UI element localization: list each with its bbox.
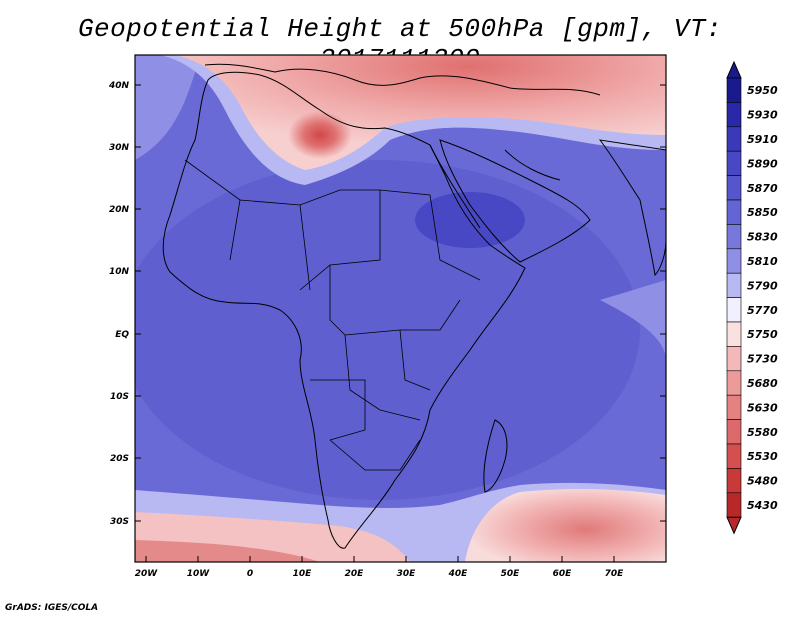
colorbar-swatch xyxy=(726,394,742,420)
colorbar-swatch xyxy=(726,248,742,274)
lat-label: EQ xyxy=(115,330,129,340)
height-field-max xyxy=(415,192,525,248)
colorbar-swatch xyxy=(726,346,742,372)
colorbar-label: 5480 xyxy=(747,475,778,488)
height-field-east xyxy=(600,280,666,360)
lon-label: 10E xyxy=(293,569,313,579)
height-field-south-warm-e xyxy=(465,488,666,562)
colorbar-label: 5770 xyxy=(747,304,778,317)
colorbar-swatch xyxy=(726,199,742,225)
colorbar-label: 5750 xyxy=(747,328,778,341)
colorbar-label: 5630 xyxy=(747,401,778,414)
colorbar-label: 5680 xyxy=(747,377,778,390)
lat-label: 10S xyxy=(110,392,129,402)
cutoff-low xyxy=(288,111,352,159)
arabian-peninsula xyxy=(439,139,591,263)
colorbar-swatch xyxy=(726,126,742,152)
lon-label: 10W xyxy=(187,569,211,579)
colorbar-label: 5930 xyxy=(747,109,778,122)
lat-label: 30S xyxy=(110,517,129,527)
height-field-south-cold-w xyxy=(135,540,320,562)
colorbar-label: 5530 xyxy=(747,450,778,463)
colorbar-label: 5430 xyxy=(747,499,778,512)
colorbar-swatch xyxy=(726,175,742,201)
colorbar-swatch xyxy=(726,468,742,494)
colorbar-label: 5850 xyxy=(747,206,778,219)
coastlines xyxy=(162,63,666,549)
colorbar-swatch xyxy=(726,297,742,323)
colorbar-swatch xyxy=(726,492,742,518)
colorbar-arrow-top xyxy=(726,60,742,79)
colorbar-label: 5790 xyxy=(747,279,778,292)
lon-label: 40E xyxy=(448,569,469,579)
lat-label: 30N xyxy=(109,143,130,153)
height-field-core xyxy=(135,160,640,500)
colorbar-swatch xyxy=(726,150,742,176)
lat-label: 20N xyxy=(109,205,130,215)
lon-label: 0 xyxy=(247,569,253,579)
credit-label: GrADS: IGES/COLA xyxy=(5,603,99,613)
madagascar-outline xyxy=(483,419,508,493)
colorbar-swatch xyxy=(726,224,742,250)
height-field-west xyxy=(135,55,200,160)
red-sea xyxy=(429,144,481,229)
map-area xyxy=(135,55,666,562)
lon-labels: 20W 10W 0 10E 20E 30E 40E 50E 60E 70E xyxy=(135,569,624,579)
lat-labels: 40N 30N 20N 10N EQ 10S 20S 30S xyxy=(108,81,130,527)
lat-label: 10N xyxy=(109,267,130,277)
colorbar-label: 5730 xyxy=(747,353,778,366)
colorbar-swatch xyxy=(726,321,742,347)
country-borders xyxy=(184,159,481,471)
colorbar-label: 5950 xyxy=(747,84,778,97)
colorbar-swatch xyxy=(726,272,742,298)
colorbar-swatch xyxy=(726,77,742,103)
colorbar-swatch xyxy=(726,419,742,445)
axis-ticks xyxy=(135,84,666,562)
colorbar-label: 5580 xyxy=(747,426,778,439)
lat-label: 20S xyxy=(110,454,129,464)
map-frame xyxy=(134,54,667,563)
africa-outline xyxy=(162,71,526,549)
lon-label: 50E xyxy=(501,569,521,579)
persian-gulf xyxy=(504,149,561,181)
colorbar-label: 5870 xyxy=(747,182,778,195)
lon-label: 60E xyxy=(553,569,573,579)
lon-label: 70E xyxy=(605,569,625,579)
lon-label: 20E xyxy=(345,569,365,579)
colorbar-swatch xyxy=(726,443,742,469)
colorbar-swatch xyxy=(726,102,742,128)
lat-label: 40N xyxy=(108,81,130,91)
colorbar-label: 5890 xyxy=(747,157,778,170)
colorbar-label: 5830 xyxy=(747,231,778,244)
lon-label: 20W xyxy=(135,569,159,579)
colorbar: 5950 5930 5910 5890 5870 5850 5830 5810 5790 5770… xyxy=(726,60,778,535)
colorbar-swatch xyxy=(726,370,742,396)
colorbar-arrow-bottom xyxy=(726,516,742,535)
europe-coast xyxy=(204,63,601,96)
colorbar-label: 5910 xyxy=(747,133,778,146)
colorbar-label: 5810 xyxy=(747,255,778,268)
india-outline xyxy=(598,139,666,277)
lon-label: 30E xyxy=(397,569,417,579)
